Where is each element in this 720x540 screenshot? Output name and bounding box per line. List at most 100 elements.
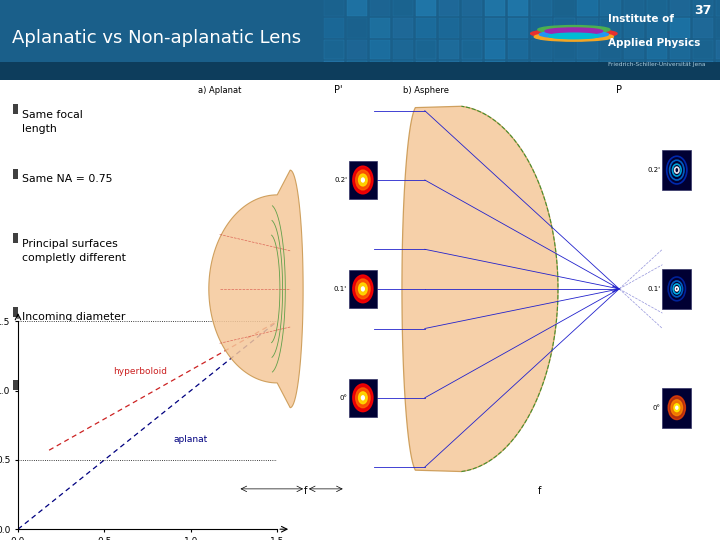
Bar [670,60,690,80]
Circle shape [539,31,608,38]
Text: 0°: 0° [652,404,660,411]
Bar [347,60,367,80]
Bar [624,18,644,38]
Bar [439,60,459,80]
Bar [577,0,598,16]
Bar [324,39,344,59]
Bar [531,0,552,16]
Bar [393,18,413,38]
Bar [577,18,598,38]
Bar [577,60,598,80]
Circle shape [359,283,367,295]
Bar [716,60,720,80]
Text: 0°: 0° [339,395,347,401]
Text: P': P' [334,85,343,95]
Bar [485,18,505,38]
Bar [439,39,459,59]
Bar [600,60,621,80]
Bar [508,39,528,59]
Bar [716,18,720,38]
Circle shape [353,275,373,303]
Text: f: f [539,486,541,496]
Circle shape [671,400,683,416]
Circle shape [531,29,617,38]
Text: Incoming diameter
different: Incoming diameter different [22,312,125,336]
Bar [393,39,413,59]
Bar [624,60,644,80]
Text: Applied Physics: Applied Physics [608,38,701,49]
Bar [485,39,505,59]
Circle shape [353,166,373,194]
Bar [370,60,390,80]
Bar [485,0,505,16]
Circle shape [534,32,613,41]
Text: 0.2': 0.2' [647,167,660,173]
Bar [554,18,575,38]
Bar [324,18,344,38]
Bar [370,0,390,16]
Text: Same focal
length: Same focal length [22,110,83,134]
Bar [600,18,621,38]
Bar [647,60,667,80]
Text: hyperboloid: hyperboloid [113,367,167,376]
Bar [508,0,528,16]
Text: Field correction different: Field correction different [22,386,156,396]
Bar [439,18,459,38]
Bar [347,39,367,59]
Text: P: P [616,85,622,95]
Bar [693,0,713,16]
Bar [324,60,344,80]
Bar [416,18,436,38]
Circle shape [361,287,364,291]
Circle shape [356,388,370,408]
Bar [670,39,690,59]
Bar [647,0,667,16]
Bar [600,39,621,59]
Bar [393,0,413,16]
Bar [693,60,713,80]
Text: a) Aplanat: a) Aplanat [198,86,241,95]
Bar [370,18,390,38]
Bar [324,0,344,16]
Text: Same NA = 0.75: Same NA = 0.75 [22,174,112,184]
Bar [462,39,482,59]
Bar [531,60,552,80]
Text: aplanat: aplanat [174,435,208,444]
Text: Principal surfaces
completly different: Principal surfaces completly different [22,239,126,262]
Bar [662,150,691,190]
Circle shape [538,25,610,33]
Bar [531,39,552,59]
Bar [716,39,720,59]
Bar [554,39,575,59]
Bar [439,0,459,16]
Circle shape [356,279,370,299]
Bar [624,0,644,16]
Bar [393,60,413,80]
Text: Aplanatic vs Non-aplanatic Lens: Aplanatic vs Non-aplanatic Lens [12,29,302,48]
Bar [13,380,17,390]
Polygon shape [402,106,558,471]
Circle shape [676,406,678,409]
Bar [647,39,667,59]
Text: 37: 37 [694,4,711,17]
Bar [554,60,575,80]
Bar [624,39,644,59]
Circle shape [361,396,364,400]
Text: b) Asphere: b) Asphere [403,86,449,95]
Bar [416,0,436,16]
Text: 0.1': 0.1' [647,286,660,292]
Bar [347,0,367,16]
Text: Institute of: Institute of [608,15,675,24]
Bar [670,18,690,38]
Text: 0.1': 0.1' [334,286,347,292]
Bar [485,60,505,80]
Circle shape [353,384,373,411]
Bar [662,269,691,309]
Bar [662,388,691,428]
Circle shape [359,174,367,186]
Bar [416,60,436,80]
Bar [462,18,482,38]
Bar [508,60,528,80]
Bar [349,379,377,417]
Bar [416,39,436,59]
